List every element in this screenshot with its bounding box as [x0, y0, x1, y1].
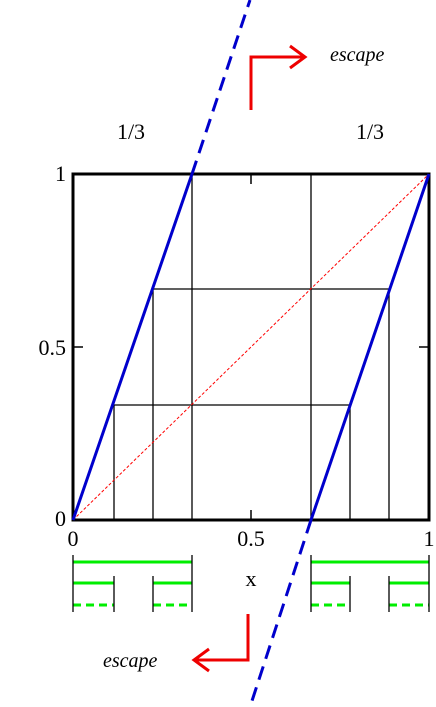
map-extension-bottom	[248, 519, 313, 707]
map-branch-left	[71, 173, 194, 521]
y-tick-label-0: 0	[55, 506, 66, 531]
identity-diagonal	[72, 173, 430, 521]
x-tick-label-1: 1	[424, 526, 435, 551]
x-tick-label-0.5: 0.5	[237, 526, 265, 551]
construction-lines	[113, 174, 390, 520]
escape-arrow-top	[249, 44, 308, 110]
map-branch-right	[309, 173, 431, 521]
x-tick-label-0: 0	[68, 526, 79, 551]
axis-ticks	[73, 174, 429, 520]
cantor-intervals	[73, 560, 429, 585]
interval-label-left: 1/3	[117, 119, 145, 144]
y-tick-label-1: 1	[55, 161, 66, 186]
interval-markers	[72, 555, 430, 612]
escape-label-bottom: escape	[103, 650, 158, 672]
interval-label-right: 1/3	[356, 119, 384, 144]
escape-label-top: escape	[330, 44, 385, 66]
y-tick-label-0.5: 0.5	[39, 335, 67, 360]
escape-arrow-bottom	[191, 614, 250, 673]
x-axis-label: x	[246, 566, 257, 591]
map-extension-top	[190, 0, 252, 175]
